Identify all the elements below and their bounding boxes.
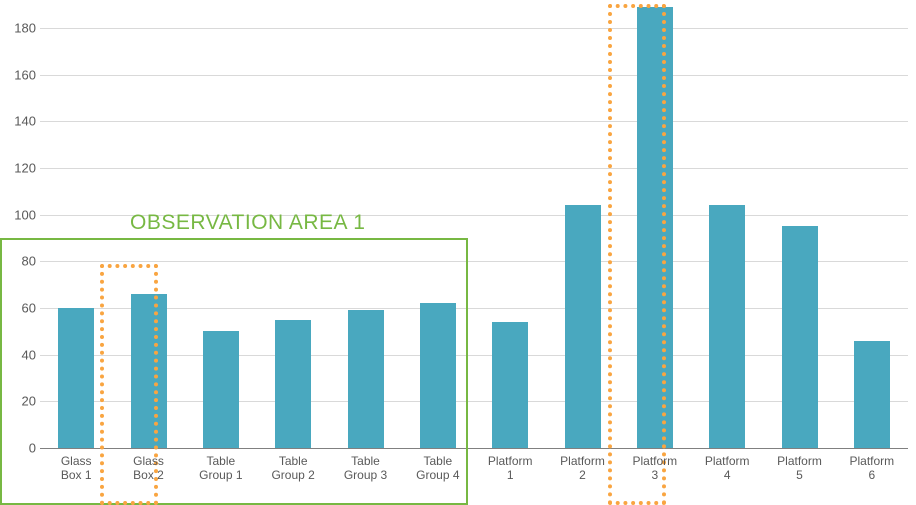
x-tick-label: Platform 4 [694, 454, 760, 483]
x-tick-label: Platform 3 [622, 454, 688, 483]
x-tick-label: Platform 1 [477, 454, 543, 483]
x-tick-label: Platform 6 [839, 454, 905, 483]
x-tick-label: Glass Box 2 [116, 454, 182, 483]
y-tick-label: 60 [2, 301, 36, 316]
x-tick-label: Table Group 2 [260, 454, 326, 483]
x-tick-label: Table Group 3 [333, 454, 399, 483]
x-tick-label: Platform 5 [767, 454, 833, 483]
gridline [40, 168, 908, 169]
y-tick-label: 100 [2, 207, 36, 222]
gridline [40, 121, 908, 122]
y-tick-label: 140 [2, 114, 36, 129]
observation-area-1-label: OBSERVATION AREA 1 [130, 211, 365, 235]
y-tick-label: 40 [2, 347, 36, 362]
bar [565, 205, 601, 448]
y-tick-label: 80 [2, 254, 36, 269]
y-tick-label: 180 [2, 21, 36, 36]
y-tick-label: 20 [2, 394, 36, 409]
bar [709, 205, 745, 448]
x-tick-label: Table Group 4 [405, 454, 471, 483]
bar-chart: OBSERVATION AREA 1 0 20 40 60 80 100 120 140 160… [0, 0, 916, 505]
x-tick-label: Table Group 1 [188, 454, 254, 483]
bar [492, 322, 528, 448]
x-tick-label: Glass Box 1 [43, 454, 109, 483]
gridline [40, 28, 908, 29]
bar [782, 226, 818, 448]
gridline [40, 75, 908, 76]
y-tick-label: 120 [2, 161, 36, 176]
x-tick-label: Platform 2 [550, 454, 616, 483]
highlight-box-platform-3 [608, 4, 666, 505]
y-tick-label: 160 [2, 67, 36, 82]
y-tick-label: 0 [2, 441, 36, 456]
bar [854, 341, 890, 448]
